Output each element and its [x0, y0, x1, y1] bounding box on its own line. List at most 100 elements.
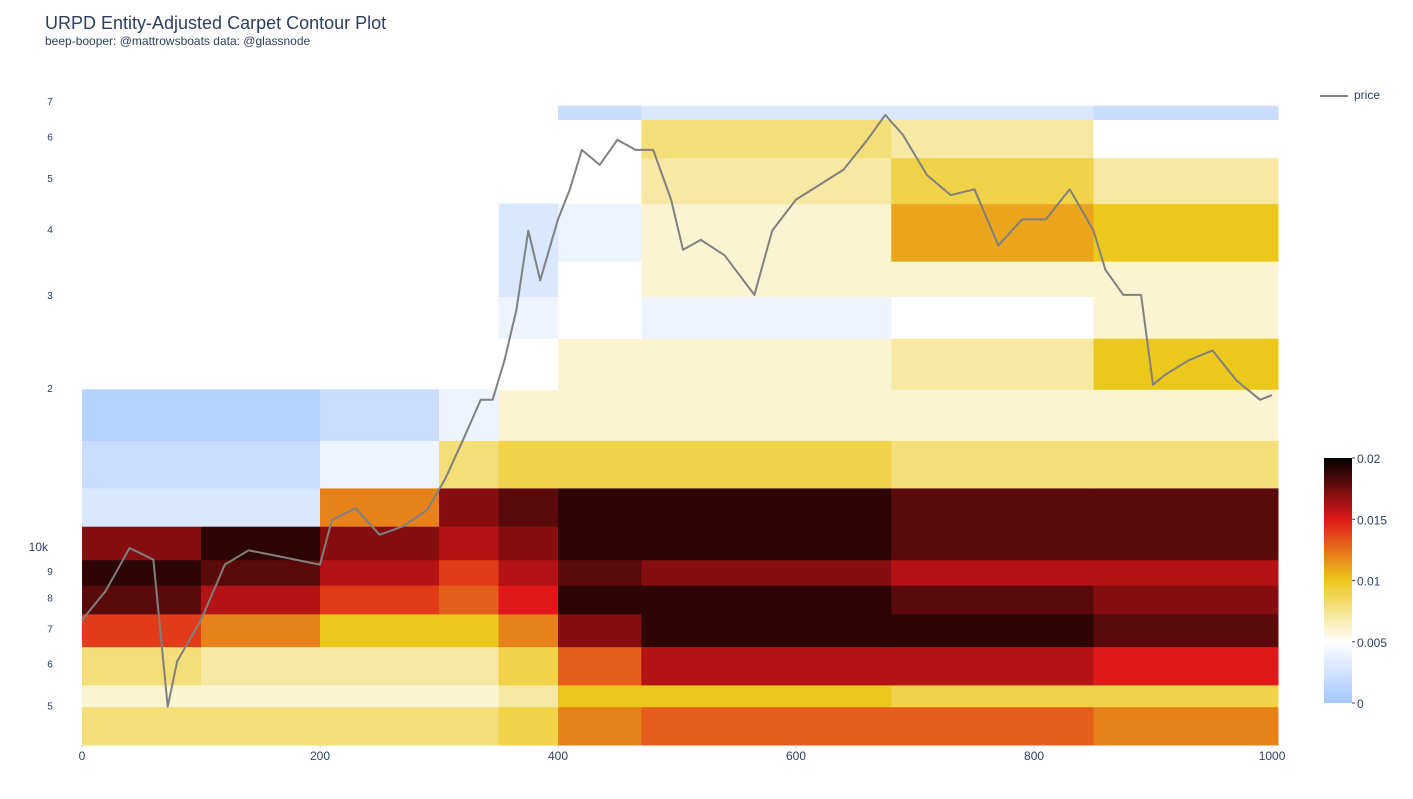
price-line — [81, 113, 1273, 708]
heatmap-cell — [558, 119, 642, 159]
heatmap-cell — [82, 487, 202, 527]
x-tick-label: 0 — [79, 749, 86, 763]
heatmap-cell — [201, 559, 321, 586]
heatmap-cell — [320, 613, 440, 648]
heatmap-cell — [82, 585, 202, 615]
heatmap-cell — [1093, 105, 1279, 120]
x-tick-label: 1000 — [1259, 749, 1286, 763]
colorbar-tick-label: 0.02 — [1357, 452, 1381, 466]
heatmap-cell — [558, 585, 642, 615]
heatmap-cell — [498, 684, 559, 708]
y-tick-label: 4 — [47, 225, 53, 236]
heatmap-cell — [82, 526, 202, 561]
y-tick-label: 5 — [47, 701, 53, 712]
heatmap-cell — [201, 613, 321, 648]
heatmap-cell — [1093, 338, 1279, 390]
heatmap-cell — [320, 526, 440, 561]
heatmap-cell — [891, 296, 1095, 339]
heatmap-cell — [641, 613, 892, 648]
heatmap-cell — [498, 613, 559, 648]
y-tick-label: 9 — [47, 567, 53, 578]
heatmap-cell — [201, 487, 321, 527]
heatmap-cell — [1093, 157, 1279, 205]
heatmap-cell — [320, 585, 440, 615]
heatmap-cell — [1093, 646, 1279, 686]
heatmap-cell — [439, 487, 500, 527]
chart-title: URPD Entity-Adjusted Carpet Contour Plot — [45, 13, 386, 33]
heatmap-cell — [641, 338, 892, 390]
heatmap-cell — [498, 526, 559, 561]
heatmap-cell — [439, 389, 500, 441]
heatmap-cell — [1093, 389, 1279, 441]
heatmap-cell — [641, 157, 892, 205]
heatmap-cell — [641, 684, 892, 708]
heatmap-cell — [891, 585, 1095, 615]
heatmap-cell — [320, 559, 440, 586]
heatmap-cell — [641, 389, 892, 441]
heatmap-cell — [558, 440, 642, 489]
heatmap-cell — [891, 487, 1095, 527]
heatmap-cell — [201, 389, 321, 441]
heatmap-cell — [891, 526, 1095, 561]
heatmap-cell — [82, 440, 202, 489]
y-tick-label: 2 — [47, 384, 53, 395]
heatmap-cell — [558, 338, 642, 390]
y-tick-label: 5 — [47, 174, 53, 185]
heatmap-cell — [891, 389, 1095, 441]
heatmap-cell — [558, 684, 642, 708]
heatmap-cell — [641, 585, 892, 615]
chart-subtitle: beep-booper: @mattrowsboats data: @glass… — [45, 34, 311, 48]
heatmap-cell — [1093, 296, 1279, 339]
heatmap-cell — [891, 684, 1095, 708]
heatmap-cell — [82, 646, 202, 686]
legend-label: price — [1354, 88, 1380, 102]
heatmap-cell — [320, 706, 440, 746]
heatmap-cell — [201, 526, 321, 561]
heatmap-cell — [320, 684, 440, 708]
y-tick-label: 8 — [47, 594, 53, 605]
heatmap-cell — [641, 440, 892, 489]
heatmap-cell — [1093, 119, 1279, 159]
heatmap-cell — [558, 203, 642, 262]
heatmap-cell — [498, 646, 559, 686]
heatmap-cell — [1093, 559, 1279, 586]
x-tick-label: 600 — [786, 749, 806, 763]
heatmap-cell — [201, 684, 321, 708]
x-tick-label: 400 — [548, 749, 568, 763]
heatmap-cell — [558, 296, 642, 339]
y-tick-label: 6 — [47, 132, 53, 143]
heatmap-cell — [498, 559, 559, 586]
heatmap-cell — [498, 585, 559, 615]
heatmap-cell — [641, 706, 892, 746]
heatmap-cell — [439, 706, 500, 746]
heatmap-cell — [891, 105, 1095, 120]
y-tick-label: 3 — [47, 291, 53, 302]
heatmap-cell — [320, 487, 440, 527]
heatmap-cell — [558, 613, 642, 648]
heatmap-cell — [641, 296, 892, 339]
colorbar-tick-label: 0.005 — [1357, 636, 1387, 650]
heatmap-cell — [891, 338, 1095, 390]
heatmap-cell — [558, 706, 642, 746]
heatmap-cell — [641, 119, 892, 159]
heatmap-cell — [82, 559, 202, 586]
heatmap-cell — [498, 389, 559, 441]
heatmap-cell — [498, 296, 559, 339]
heatmap-cell — [558, 559, 642, 586]
heatmap-cell — [891, 559, 1095, 586]
heatmap-cell — [891, 157, 1095, 205]
y-tick-label: 6 — [47, 660, 53, 671]
heatmap — [82, 105, 1279, 746]
heatmap-cell — [320, 646, 440, 686]
colorbar — [1324, 458, 1352, 703]
heatmap-cell — [498, 487, 559, 527]
heatmap-cell — [891, 261, 1095, 297]
heatmap-cell — [891, 646, 1095, 686]
colorbar-tick-label: 0.015 — [1357, 513, 1387, 527]
heatmap-cell — [498, 706, 559, 746]
heatmap-cell — [439, 440, 500, 489]
y-tick-label: 7 — [47, 97, 53, 108]
heatmap-cell — [82, 389, 202, 441]
heatmap-cell — [1093, 526, 1279, 561]
heatmap-cell — [891, 613, 1095, 648]
